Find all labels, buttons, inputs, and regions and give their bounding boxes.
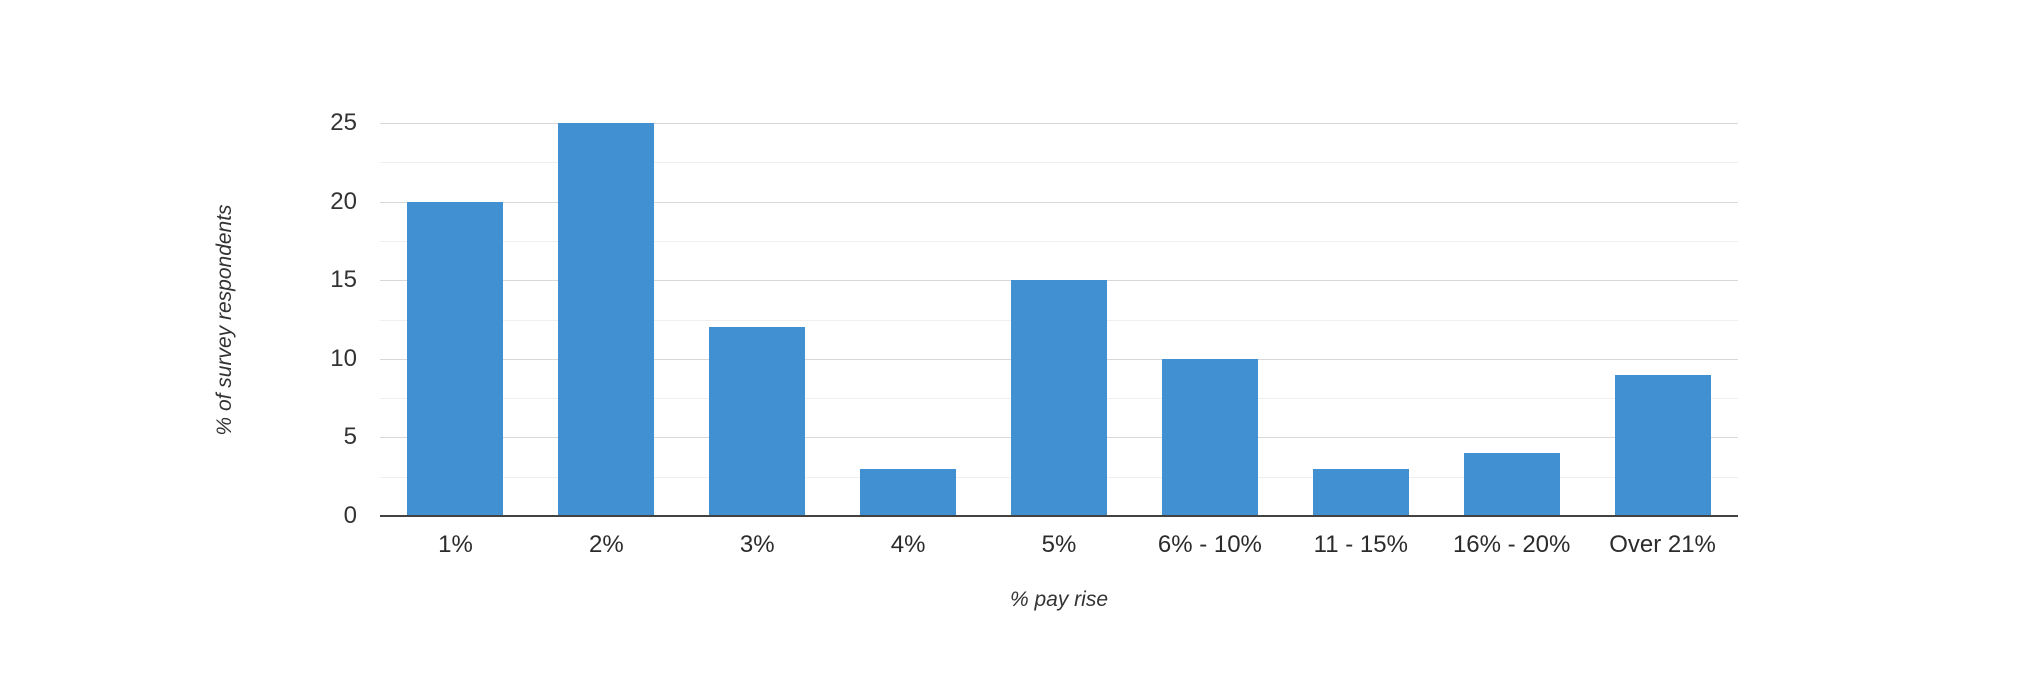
plot-area [380, 123, 1738, 517]
bar-1% [407, 201, 504, 516]
y-tick-label-5: 5 [343, 423, 357, 451]
bar-2% [558, 123, 655, 516]
x-category-label: 2% [588, 531, 624, 558]
x-category-label: 16% - 20% [1452, 531, 1571, 558]
y-tick-label-0: 0 [343, 502, 357, 529]
x-axis-title: % pay rise [1009, 588, 1109, 611]
bar-11 - 15% [1312, 468, 1409, 516]
bar-Over 21% [1614, 374, 1711, 516]
x-category-label: 4% [890, 531, 926, 558]
bar-16% - 20% [1463, 453, 1560, 516]
bar-6% - 10% [1161, 358, 1258, 516]
y-tick-label-10: 10 [330, 344, 357, 372]
x-category-label: 6% - 10% [1157, 531, 1262, 558]
y-tick-label-15: 15 [330, 266, 357, 294]
x-category-label: 11 - 15% [1313, 531, 1408, 558]
minor-gridline [380, 240, 1738, 242]
x-category-label: 3% [739, 531, 775, 558]
major-gridline [380, 123, 1738, 124]
x-category-label: Over 21% [1609, 531, 1716, 558]
major-gridline [380, 201, 1738, 203]
x-axis-line [380, 515, 1738, 517]
y-tick-label-20: 20 [330, 187, 357, 215]
minor-gridline [380, 162, 1738, 164]
bar-5% [1011, 280, 1107, 516]
y-axis-title: % of survey respondents [213, 204, 236, 436]
bar-3% [709, 327, 806, 516]
x-category-label: 1% [438, 531, 473, 558]
bar-4% [860, 468, 957, 516]
x-category-label: 5% [1041, 531, 1077, 558]
y-tick-label-25: 25 [330, 109, 357, 136]
